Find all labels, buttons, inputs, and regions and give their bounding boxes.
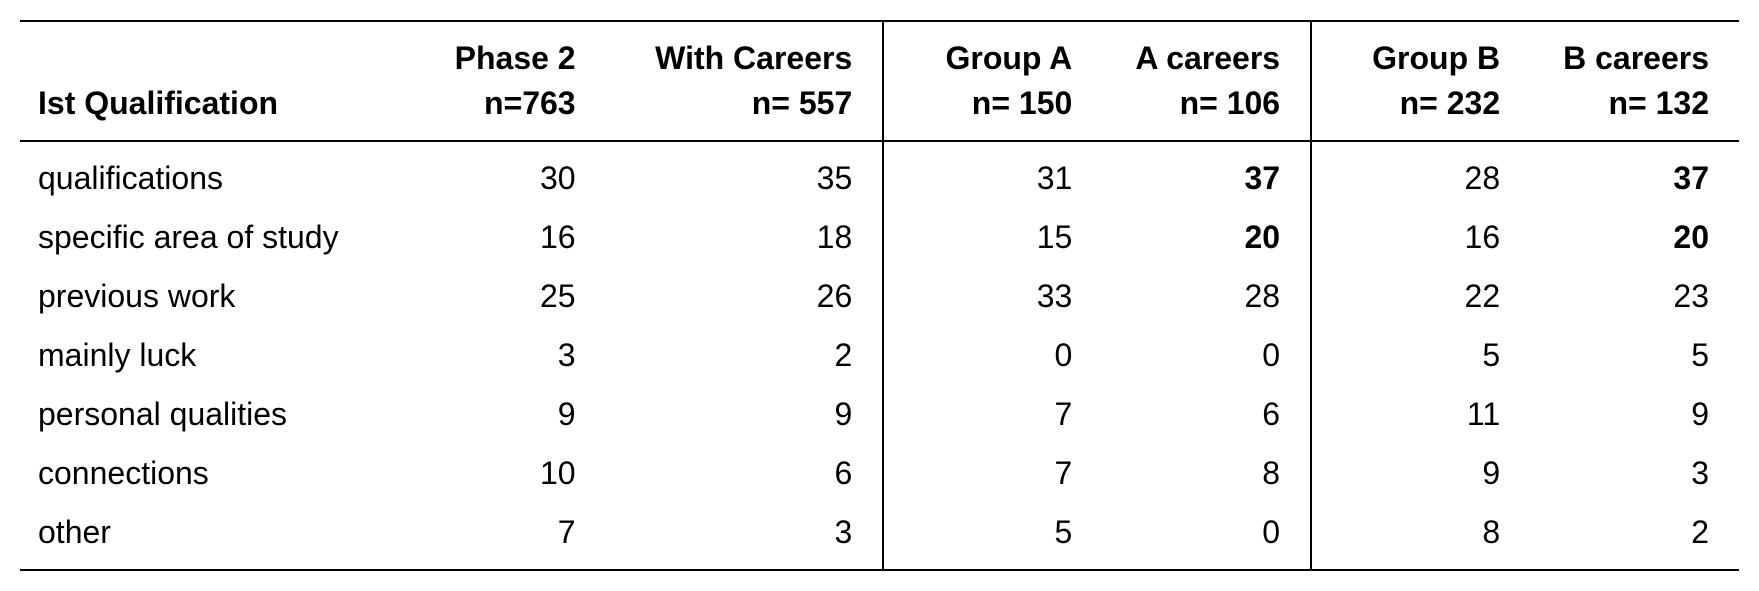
table-row: personal qualities9976119 xyxy=(20,385,1739,444)
cell-withcareers: 26 xyxy=(606,267,884,326)
cell-bcareers: 20 xyxy=(1530,208,1739,267)
header-withcareers: With Careers n= 557 xyxy=(606,21,884,141)
cell-phase2: 25 xyxy=(397,267,605,326)
header-line2: n= 106 xyxy=(1102,81,1280,126)
cell-phase2: 9 xyxy=(397,385,605,444)
cell-phase2: 16 xyxy=(397,208,605,267)
cell-label: other xyxy=(20,503,397,570)
header-groupa: Group A n= 150 xyxy=(883,21,1102,141)
cell-acareers: 37 xyxy=(1102,141,1311,208)
cell-label: mainly luck xyxy=(20,326,397,385)
header-line1: Group B xyxy=(1352,36,1500,81)
header-bcareers: B careers n= 132 xyxy=(1530,21,1739,141)
table-body: qualifications303531372837specific area … xyxy=(20,141,1739,570)
header-line2: n= 150 xyxy=(924,81,1072,126)
header-line2: n= 132 xyxy=(1530,81,1709,126)
header-line1: Group A xyxy=(924,36,1072,81)
cell-groupb: 8 xyxy=(1311,503,1530,570)
header-acareers: A careers n= 106 xyxy=(1102,21,1311,141)
header-line2: n= 557 xyxy=(606,81,853,126)
cell-groupa: 0 xyxy=(883,326,1102,385)
table-row: other735082 xyxy=(20,503,1739,570)
cell-label: specific area of study xyxy=(20,208,397,267)
cell-bcareers: 9 xyxy=(1530,385,1739,444)
cell-acareers: 8 xyxy=(1102,444,1311,503)
cell-groupb: 22 xyxy=(1311,267,1530,326)
header-line2: n=763 xyxy=(397,81,575,126)
cell-phase2: 30 xyxy=(397,141,605,208)
cell-withcareers: 9 xyxy=(606,385,884,444)
cell-bcareers: 2 xyxy=(1530,503,1739,570)
cell-groupb: 9 xyxy=(1311,444,1530,503)
cell-acareers: 20 xyxy=(1102,208,1311,267)
cell-groupa: 33 xyxy=(883,267,1102,326)
cell-groupa: 5 xyxy=(883,503,1102,570)
cell-label: qualifications xyxy=(20,141,397,208)
header-phase2: Phase 2 n=763 xyxy=(397,21,605,141)
cell-bcareers: 5 xyxy=(1530,326,1739,385)
cell-withcareers: 6 xyxy=(606,444,884,503)
cell-phase2: 10 xyxy=(397,444,605,503)
cell-groupa: 7 xyxy=(883,385,1102,444)
qualification-table: Ist Qualification Phase 2 n=763 With Car… xyxy=(20,20,1739,571)
cell-acareers: 6 xyxy=(1102,385,1311,444)
table-row: previous work252633282223 xyxy=(20,267,1739,326)
cell-groupa: 31 xyxy=(883,141,1102,208)
header-label: Ist Qualification xyxy=(20,21,397,141)
cell-bcareers: 37 xyxy=(1530,141,1739,208)
header-line1: B careers xyxy=(1530,36,1709,81)
cell-label: previous work xyxy=(20,267,397,326)
cell-acareers: 0 xyxy=(1102,503,1311,570)
table-row: qualifications303531372837 xyxy=(20,141,1739,208)
table-row: mainly luck320055 xyxy=(20,326,1739,385)
header-line2: Ist Qualification xyxy=(38,81,387,126)
cell-bcareers: 23 xyxy=(1530,267,1739,326)
cell-acareers: 0 xyxy=(1102,326,1311,385)
header-line1: With Careers xyxy=(606,36,853,81)
header-line2: n= 232 xyxy=(1352,81,1500,126)
cell-groupa: 15 xyxy=(883,208,1102,267)
header-groupb: Group B n= 232 xyxy=(1311,21,1530,141)
cell-groupb: 16 xyxy=(1311,208,1530,267)
header-row: Ist Qualification Phase 2 n=763 With Car… xyxy=(20,21,1739,141)
cell-acareers: 28 xyxy=(1102,267,1311,326)
cell-groupb: 11 xyxy=(1311,385,1530,444)
header-line1: Phase 2 xyxy=(397,36,575,81)
header-line1: A careers xyxy=(1102,36,1280,81)
cell-withcareers: 18 xyxy=(606,208,884,267)
cell-label: connections xyxy=(20,444,397,503)
cell-groupa: 7 xyxy=(883,444,1102,503)
cell-label: personal qualities xyxy=(20,385,397,444)
cell-phase2: 7 xyxy=(397,503,605,570)
cell-bcareers: 3 xyxy=(1530,444,1739,503)
cell-groupb: 5 xyxy=(1311,326,1530,385)
cell-groupb: 28 xyxy=(1311,141,1530,208)
cell-withcareers: 2 xyxy=(606,326,884,385)
cell-withcareers: 35 xyxy=(606,141,884,208)
table-row: connections1067893 xyxy=(20,444,1739,503)
cell-phase2: 3 xyxy=(397,326,605,385)
cell-withcareers: 3 xyxy=(606,503,884,570)
table-row: specific area of study161815201620 xyxy=(20,208,1739,267)
